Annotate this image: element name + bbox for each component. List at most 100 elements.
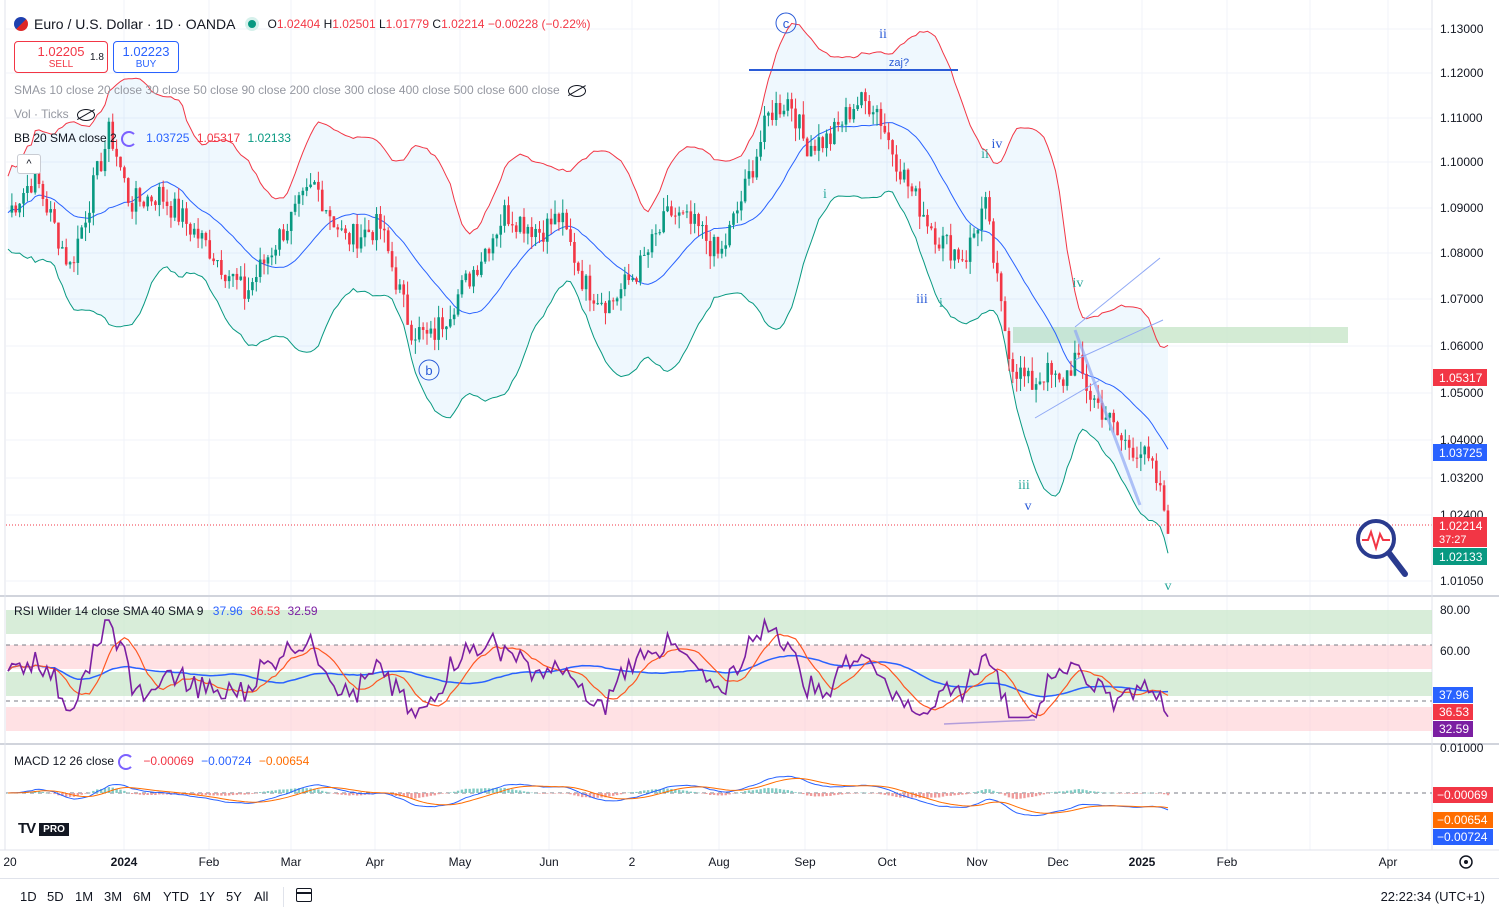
price-tick: 1.13000 bbox=[1440, 22, 1484, 36]
refresh-icon[interactable] bbox=[118, 754, 135, 770]
bb-basis-line bbox=[7, 122, 1169, 450]
volume-legend[interactable]: Vol · Ticks bbox=[14, 107, 95, 121]
wave-label-iii-teal: iii bbox=[1018, 478, 1030, 493]
price-tick: 1.04000 bbox=[1440, 433, 1484, 447]
gear-icon[interactable] bbox=[1459, 855, 1473, 869]
hidden-eye-icon[interactable] bbox=[567, 84, 586, 97]
bb-lower-line bbox=[7, 190, 1169, 554]
time-label: Apr bbox=[1379, 855, 1398, 869]
wave-label-iv-teal: iv bbox=[1073, 276, 1084, 291]
wave-label-b: b bbox=[425, 363, 432, 378]
time-label: 20 bbox=[3, 855, 17, 869]
bar-countdown: 37:27 bbox=[1439, 534, 1467, 546]
bb-upper-line bbox=[7, 22, 1169, 349]
wave-label-iii-blue: iii bbox=[916, 292, 928, 307]
rsi-oversold-zone bbox=[6, 707, 1432, 731]
trend-line-upper[interactable] bbox=[1074, 257, 1161, 328]
price-tick: 1.06000 bbox=[1440, 339, 1484, 353]
market-open-dot-icon[interactable] bbox=[247, 20, 256, 28]
timeframe-6m[interactable]: 6M bbox=[133, 889, 152, 904]
bb-upper-badge-bg bbox=[1433, 369, 1487, 386]
macd-hist-badge: −0.00069 bbox=[1437, 788, 1488, 802]
bb-lower-badge: 1.02133 bbox=[1439, 550, 1483, 564]
rsi-badge-bg bbox=[1433, 687, 1473, 703]
time-label: Feb bbox=[199, 855, 220, 869]
timeframe-1y[interactable]: 1Y bbox=[199, 889, 215, 904]
refresh-icon[interactable] bbox=[120, 131, 137, 147]
tradingview-logo: TV PRO bbox=[18, 820, 69, 837]
time-label: Sep bbox=[794, 855, 816, 869]
clock[interactable]: 22:22:34 (UTC+1) bbox=[1380, 889, 1485, 904]
rsi-line bbox=[7, 616, 1169, 720]
symbol-legend: Euro / U.S. Dollar · 1D · OANDA O1.02404… bbox=[14, 16, 591, 32]
sma-legend[interactable]: SMAs 10 close 20 close 30 close 50 close… bbox=[14, 83, 586, 97]
wave-label-ii-teal: ii bbox=[981, 147, 989, 162]
candlesticks bbox=[10, 88, 1170, 534]
trend-line-middle[interactable] bbox=[1074, 319, 1164, 361]
chart-magnifier-icon[interactable] bbox=[1356, 519, 1408, 577]
last-price-badge-bg bbox=[1433, 517, 1487, 547]
rsi-badge-bg bbox=[1433, 704, 1473, 720]
time-label: Dec bbox=[1047, 855, 1068, 869]
wave-label-i-teal-2: i bbox=[939, 296, 943, 311]
time-label: Nov bbox=[966, 855, 987, 869]
time-label: Apr bbox=[366, 855, 385, 869]
last-price-badge: 1.02214 bbox=[1439, 519, 1483, 533]
rsi-badge-bg bbox=[1433, 721, 1473, 737]
bb-legend[interactable]: BB 20 SMA close 2 1.03725 1.05317 1.0213… bbox=[14, 131, 291, 147]
time-label: Jun bbox=[539, 855, 558, 869]
time-label: Aug bbox=[708, 855, 729, 869]
price-tick: 1.03200 bbox=[1440, 471, 1484, 485]
wave-label-ii-top: ii bbox=[879, 27, 887, 42]
rsi-legend[interactable]: RSI Wilder 14 close SMA 40 SMA 9 37.96 3… bbox=[14, 604, 318, 618]
price-tick: 1.05000 bbox=[1440, 386, 1484, 400]
bb-basis-badge-bg bbox=[1433, 444, 1487, 461]
timeframe-1d[interactable]: 1D bbox=[20, 889, 37, 904]
wave-c-circle bbox=[775, 12, 797, 34]
timeframe-3m[interactable]: 3M bbox=[104, 889, 123, 904]
wave-b-circle bbox=[418, 359, 440, 381]
bb-upper-badge: 1.05317 bbox=[1439, 371, 1483, 385]
rsi-divergence-line[interactable] bbox=[943, 719, 1036, 725]
trend-line-lower[interactable] bbox=[1034, 379, 1101, 419]
supply-zone-rectangle[interactable] bbox=[1013, 327, 1348, 343]
timeframe-ytd[interactable]: YTD bbox=[163, 889, 189, 904]
bb-band-fill bbox=[8, 23, 1168, 554]
timeframe-5y[interactable]: 5Y bbox=[226, 889, 242, 904]
sell-button[interactable]: 1.02205 SELL bbox=[14, 41, 108, 73]
bb-basis-badge: 1.03725 bbox=[1439, 446, 1483, 460]
rsi-ma9-badge: 36.53 bbox=[1439, 705, 1469, 719]
time-label: Feb bbox=[1217, 855, 1238, 869]
hidden-eye-icon[interactable] bbox=[76, 108, 95, 121]
timeframe-1m[interactable]: 1M bbox=[75, 889, 94, 904]
macd-signal-line bbox=[7, 777, 1169, 814]
collapse-legend-button[interactable]: ^ bbox=[17, 154, 41, 174]
price-tick: 1.12000 bbox=[1440, 66, 1484, 80]
ohlc-values: O1.02404 H1.02501 L1.01779 C1.02214 −0.0… bbox=[267, 17, 591, 31]
calendar-icon[interactable] bbox=[296, 888, 312, 902]
price-tick: 1.07000 bbox=[1440, 292, 1484, 306]
timeframe-5d[interactable]: 5D bbox=[47, 889, 64, 904]
symbol-title[interactable]: Euro / U.S. Dollar · 1D · OANDA bbox=[34, 16, 236, 32]
wave-label-c: c bbox=[783, 16, 790, 31]
macd-line-badge: −0.00724 bbox=[1437, 830, 1488, 844]
price-tick: 1.10000 bbox=[1440, 155, 1484, 169]
wave-label-i-teal: i bbox=[823, 187, 827, 202]
wave-label-v-teal: v bbox=[1165, 579, 1172, 594]
price-tick: 1.08000 bbox=[1440, 246, 1484, 260]
macd-line-badge-bg bbox=[1433, 829, 1493, 845]
rsi-upper-zone bbox=[6, 645, 1432, 669]
rsi-tick: 80.00 bbox=[1440, 603, 1470, 617]
eurusd-flag-icon[interactable] bbox=[14, 17, 28, 31]
macd-legend[interactable]: MACD 12 26 close −0.00069 −0.00724 −0.00… bbox=[14, 754, 310, 770]
rsi-tick: 60.00 bbox=[1440, 644, 1470, 658]
macd-signal-badge: −0.00654 bbox=[1437, 813, 1488, 827]
trend-line-downward[interactable] bbox=[1073, 329, 1142, 506]
chart-canvas[interactable]: c b ii zaj? iv ii i iii i iv iii v v 1.1… bbox=[0, 0, 1499, 878]
price-tick: 1.01050 bbox=[1440, 574, 1484, 588]
bb-lower-badge-bg bbox=[1433, 548, 1487, 565]
macd-hist-badge-bg bbox=[1433, 787, 1493, 803]
rsi-overbought-zone bbox=[6, 610, 1432, 634]
timeframe-all[interactable]: All bbox=[254, 889, 269, 904]
buy-button[interactable]: 1.02223 BUY bbox=[113, 41, 179, 73]
